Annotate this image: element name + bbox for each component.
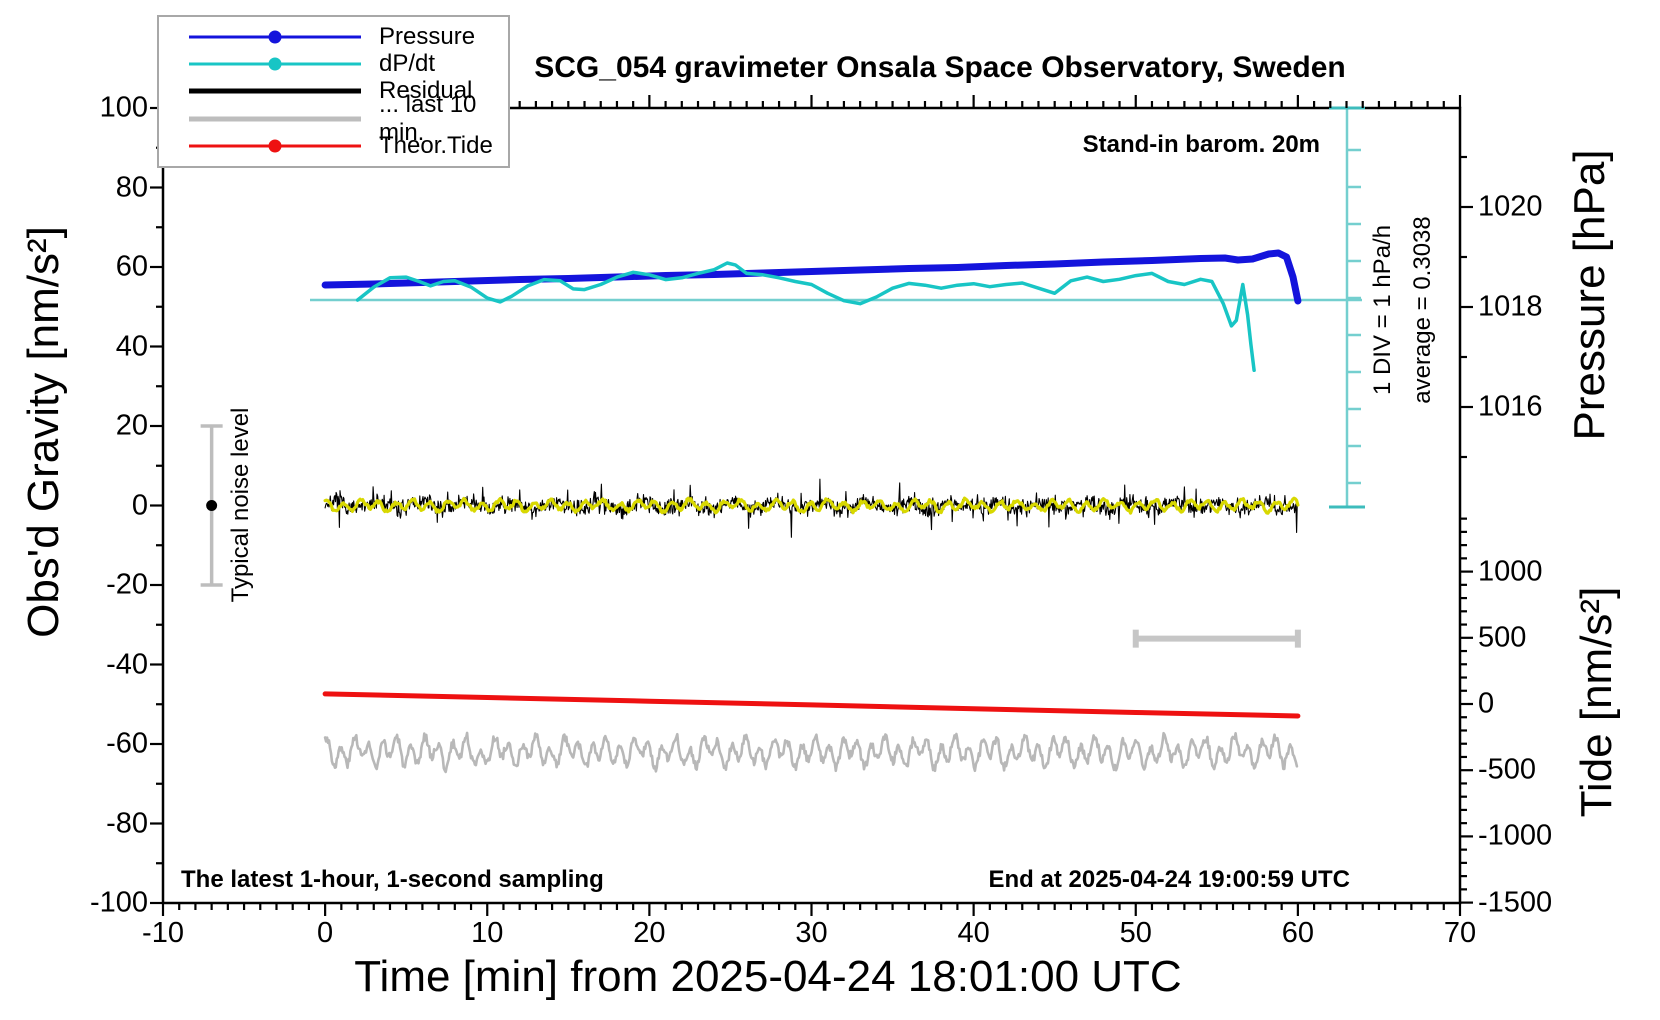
x-axis-title: Time [min] from 2025-04-24 18:01:00 UTC — [354, 952, 1182, 1001]
standin-barometer-note: Stand-in barom. 20m — [1082, 131, 1320, 158]
legend-marker-dot — [268, 139, 282, 153]
x-tick-label: 30 — [795, 917, 828, 949]
legend-line — [189, 88, 361, 94]
theortide-line-swatch — [189, 139, 361, 153]
tide-tick-label: -1000 — [1478, 819, 1553, 852]
x-tick-label: 70 — [1443, 917, 1477, 949]
x-tick-label: 60 — [1281, 917, 1315, 949]
pressure-tick-label: 1016 — [1478, 390, 1543, 423]
series--last-10-min- — [323, 731, 1299, 774]
legend-item-dpdt: dP/dt — [189, 50, 508, 78]
dpdt-line-swatch — [189, 57, 361, 71]
pressure-tick-label: 1020 — [1478, 190, 1543, 223]
x-tick-label: 0 — [317, 917, 334, 949]
legend-label: Residual — [379, 77, 473, 105]
gravity-tick-label: 40 — [115, 330, 148, 362]
tide-tick-label: 1000 — [1478, 555, 1543, 588]
legend-marker-dot — [268, 57, 282, 71]
series-pressure — [321, 249, 1302, 305]
gravity-tick-label: 80 — [115, 171, 148, 203]
legend-label: ... last 10 min. — [379, 90, 477, 146]
average-label: average = 0.3038 — [1409, 216, 1436, 404]
legend-item-pressure: Pressure — [189, 23, 508, 50]
tide-tick-label: 500 — [1478, 621, 1527, 654]
chart-title: SCG_054 gravimeter Onsala Space Observat… — [534, 51, 1346, 84]
gravity-tick-label: 20 — [115, 409, 148, 442]
y-axis-title-pressure: Pressure [hPa] — [1565, 149, 1614, 441]
legend: Pressure dP/dt Residual ... last 10 min.… — [157, 15, 510, 168]
legend-label: Pressure — [379, 22, 476, 50]
y-axis-title-gravity: Obs'd Gravity [nm/s²] — [19, 226, 68, 638]
legend-line — [189, 116, 361, 122]
pressure-line-swatch — [189, 30, 361, 44]
legend-item-theortide: Theor.Tide — [189, 132, 508, 160]
legend-item-last10: ... last 10 min. — [189, 91, 508, 146]
series-residual-smoothed — [323, 496, 1300, 515]
tide-tick-label: -1500 — [1478, 886, 1553, 919]
x-tick-label: -10 — [142, 917, 184, 949]
legend-label: Theor.Tide — [379, 132, 493, 160]
gravity-tick-label: -100 — [89, 886, 148, 919]
gravity-tick-label: -60 — [106, 727, 148, 760]
pressure-tick-label: 1018 — [1478, 290, 1543, 323]
series-dp-dt — [355, 261, 1256, 373]
series-theor-tide — [322, 691, 1301, 719]
x-tick-label: 10 — [471, 917, 504, 949]
x-tick-label: 40 — [957, 917, 990, 949]
end-time-note: End at 2025-04-24 19:00:59 UTC — [988, 866, 1351, 893]
gravity-tick-label: 60 — [115, 250, 148, 283]
gravity-tick-label: 0 — [131, 489, 148, 521]
gravity-tick-label: 100 — [99, 91, 148, 124]
tide-tick-label: -500 — [1478, 753, 1537, 786]
x-tick-label: 20 — [633, 917, 666, 949]
last10-line-swatch — [189, 112, 361, 126]
legend-marker-dot — [268, 30, 282, 44]
x-tick-label: 50 — [1119, 917, 1152, 949]
noise-errorbar-dot — [206, 500, 218, 511]
gravity-tick-label: -40 — [106, 648, 148, 680]
residual-line-swatch — [189, 84, 361, 98]
div-scale-label: 1 DIV = 1 hPa/h — [1369, 224, 1396, 396]
typical-noise-level-label: Typical noise level — [227, 407, 254, 603]
legend-label: dP/dt — [379, 50, 436, 78]
legend-item-residual: Residual — [189, 77, 508, 105]
gravity-tick-label: -80 — [106, 807, 148, 839]
tide-tick-label: 0 — [1478, 687, 1495, 720]
sampling-note: The latest 1-hour, 1-second sampling — [181, 866, 604, 893]
y-axis-title-tide: Tide [nm/s²] — [1572, 586, 1621, 818]
gravity-tick-label: -20 — [106, 568, 148, 601]
